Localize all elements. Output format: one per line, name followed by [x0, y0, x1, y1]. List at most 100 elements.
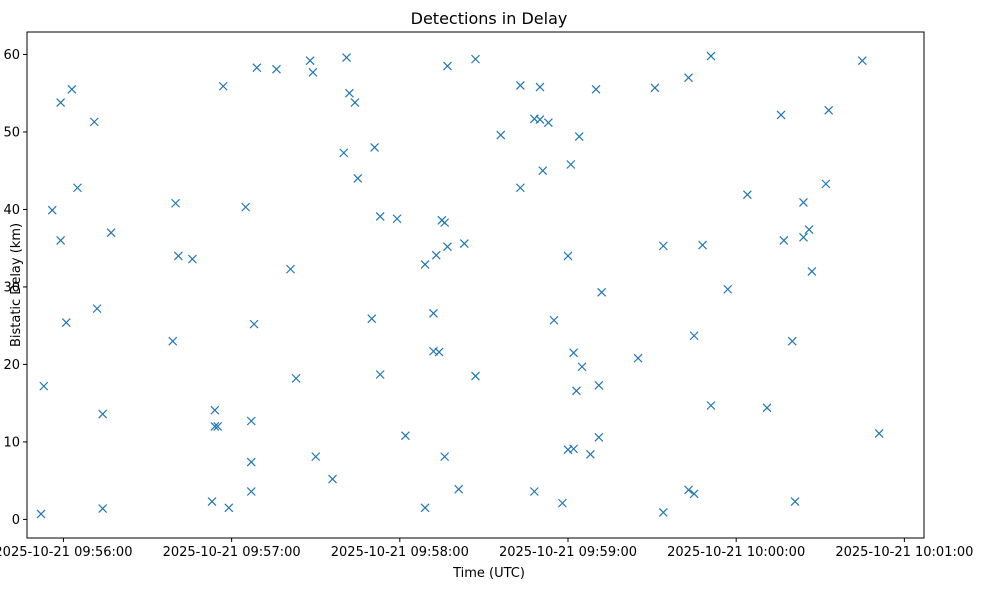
- data-point: [92, 304, 102, 314]
- data-point: [246, 457, 256, 467]
- data-point: [218, 81, 228, 91]
- data-point: [210, 405, 220, 415]
- data-point: [89, 117, 99, 127]
- data-point: [353, 174, 363, 183]
- data-point: [594, 380, 604, 390]
- data-point: [56, 98, 66, 107]
- y-tick-label: 30: [3, 280, 20, 295]
- y-axis-label: Bistatic Delay (km): [9, 223, 24, 347]
- data-point: [210, 421, 220, 431]
- data-point: [246, 416, 256, 426]
- data-point: [549, 315, 559, 325]
- data-point: [375, 370, 385, 379]
- data-point: [569, 444, 579, 454]
- data-point: [61, 318, 71, 328]
- y-tick-label: 60: [3, 48, 20, 63]
- data-point: [443, 61, 452, 71]
- data-point: [658, 508, 668, 517]
- data-point: [762, 403, 772, 413]
- data-point: [291, 373, 301, 383]
- data-point: [67, 84, 77, 94]
- data-point: [47, 205, 57, 215]
- data-point: [311, 452, 321, 462]
- data-point: [799, 232, 808, 242]
- data-point: [535, 82, 545, 92]
- data-point: [787, 336, 797, 346]
- data-point: [574, 132, 584, 142]
- data-point: [557, 498, 567, 508]
- data-point: [344, 88, 354, 98]
- data-point: [241, 202, 251, 212]
- data-point: [339, 148, 349, 158]
- data-point: [515, 81, 525, 90]
- data-point: [594, 432, 604, 442]
- data-point: [252, 63, 262, 73]
- data-point: [776, 110, 786, 120]
- data-point: [799, 198, 808, 207]
- data-point: [73, 183, 82, 193]
- data-point: [305, 56, 315, 66]
- data-point: [689, 489, 699, 499]
- data-point: [443, 242, 452, 252]
- data-point: [249, 319, 259, 329]
- y-axis: 0 10 20 30 40 50 60: [3, 48, 27, 528]
- data-point: [370, 143, 380, 152]
- data-point: [98, 409, 108, 419]
- x-tick-label: 2025-10-21 09:56:00: [0, 545, 132, 560]
- y-tick-label: 50: [3, 125, 20, 140]
- data-point: [440, 452, 450, 462]
- data-point: [586, 449, 595, 459]
- data-point: [706, 51, 716, 61]
- data-point: [434, 347, 444, 357]
- data-point: [874, 428, 884, 438]
- data-point: [171, 198, 180, 208]
- data-point: [684, 485, 693, 495]
- data-point: [471, 371, 480, 381]
- data-point: [597, 287, 607, 297]
- data-point: [471, 54, 480, 64]
- data-point: [698, 240, 707, 250]
- data-point: [213, 421, 223, 431]
- data-point: [658, 241, 668, 251]
- y-tick-label: 40: [3, 203, 20, 218]
- data-point: [431, 250, 441, 260]
- data-point: [515, 183, 525, 193]
- data-point: [420, 503, 430, 513]
- data-point: [36, 509, 46, 519]
- data-point: [400, 431, 410, 441]
- plot-area: [36, 51, 884, 519]
- data-point: [496, 130, 506, 140]
- data-point: [742, 190, 752, 200]
- data-point: [440, 218, 450, 228]
- data-point: [650, 83, 660, 93]
- data-point: [684, 73, 693, 83]
- data-point: [173, 251, 183, 261]
- x-axis-label: Time (UTC): [452, 566, 525, 581]
- data-point: [571, 386, 581, 396]
- data-point: [168, 336, 178, 346]
- data-point: [577, 362, 587, 372]
- data-point: [563, 251, 573, 261]
- data-point: [106, 228, 116, 238]
- data-point: [779, 236, 789, 245]
- data-point: [633, 353, 643, 363]
- data-point: [535, 115, 545, 124]
- data-point: [367, 314, 377, 324]
- data-point: [39, 381, 49, 391]
- data-point: [286, 264, 295, 274]
- data-point: [429, 308, 438, 318]
- data-point: [375, 211, 385, 221]
- data-point: [328, 474, 337, 484]
- data-point: [566, 160, 576, 169]
- y-tick-label: 10: [3, 435, 20, 450]
- x-tick-label: 2025-10-21 09:57:00: [163, 545, 301, 560]
- data-point: [591, 84, 601, 94]
- x-tick-label: 2025-10-21 10:01:00: [835, 545, 973, 560]
- data-point: [569, 348, 579, 358]
- data-point: [342, 53, 351, 62]
- y-tick-label: 20: [3, 358, 20, 373]
- data-point: [706, 401, 716, 410]
- data-point: [538, 166, 548, 176]
- data-point: [543, 118, 553, 128]
